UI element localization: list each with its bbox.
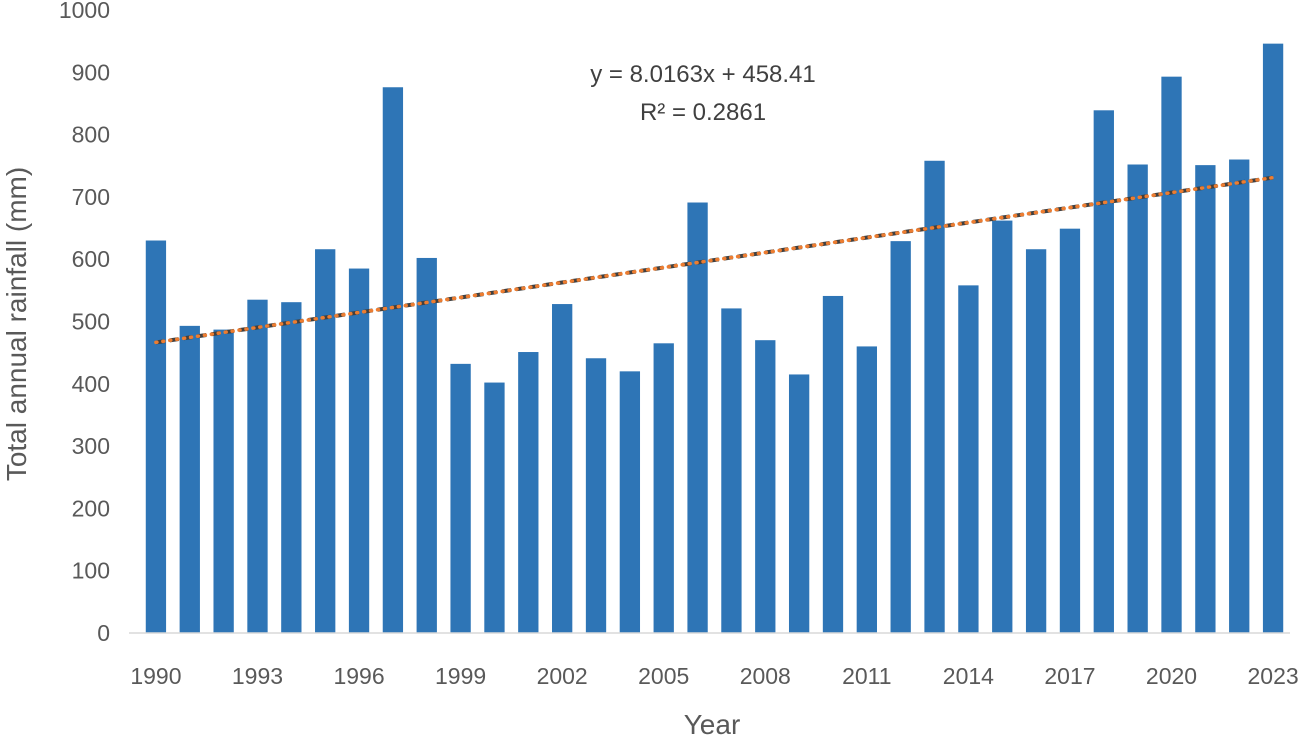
bar	[1059, 228, 1081, 633]
y-tick-label: 0	[97, 620, 110, 646]
bar	[1262, 43, 1284, 634]
bar	[1161, 76, 1182, 633]
bar	[687, 202, 708, 633]
x-tick-label: 2008	[740, 663, 791, 689]
bar	[721, 308, 742, 633]
bar	[653, 343, 674, 633]
x-tick-label: 1993	[232, 663, 283, 689]
bar	[585, 358, 607, 633]
bar	[281, 302, 302, 633]
bar	[1195, 165, 1216, 633]
x-tick-label: 2020	[1146, 663, 1197, 689]
bar	[1127, 164, 1148, 633]
bar	[247, 299, 268, 633]
bar	[382, 87, 404, 633]
y-axis-ticks: 0 100 200 300 400 500 600 700 800 900 1000	[59, 0, 110, 646]
bar	[552, 304, 573, 633]
bar	[518, 352, 539, 633]
y-axis-title: Total annual rainfall (mm)	[1, 167, 32, 481]
x-tick-label: 2011	[842, 663, 891, 689]
bar	[145, 240, 167, 633]
trendline-line	[154, 175, 1275, 345]
x-tick-label: 1996	[333, 663, 384, 689]
y-tick-label: 900	[72, 59, 110, 85]
bar	[1025, 249, 1047, 633]
bars	[145, 43, 1284, 634]
trendline	[154, 175, 1275, 345]
x-tick-label: 1990	[130, 663, 181, 689]
y-tick-label: 700	[72, 184, 110, 210]
bar	[450, 363, 471, 633]
y-tick-label: 500	[72, 309, 110, 335]
trendline-r-squared: R² = 0.2861	[640, 99, 766, 126]
y-tick-label: 200	[72, 495, 110, 521]
x-tick-label: 2017	[1044, 663, 1095, 689]
x-tick-label: 2023	[1247, 663, 1298, 689]
x-axis-ticks: 1990 1993 1996 1999 2002 2005 2008 2011 2014 2017…	[130, 663, 1298, 689]
x-tick-label: 2002	[537, 663, 588, 689]
bar	[822, 295, 844, 633]
bar	[348, 268, 370, 633]
bar	[179, 325, 200, 633]
bar	[213, 329, 234, 633]
bar	[958, 285, 979, 633]
bar	[856, 346, 877, 633]
bar	[890, 241, 911, 633]
x-axis-title: Year	[684, 709, 741, 738]
bar	[315, 249, 336, 633]
bar	[416, 257, 437, 633]
x-tick-label: 1999	[435, 663, 486, 689]
y-tick-label: 100	[72, 558, 110, 584]
bar	[484, 382, 505, 633]
y-tick-label: 300	[72, 433, 110, 459]
bar	[1093, 110, 1114, 634]
bar	[924, 160, 945, 634]
bar	[992, 220, 1013, 633]
y-tick-label: 800	[72, 122, 110, 148]
y-tick-label: 400	[72, 371, 110, 397]
bar	[755, 340, 776, 633]
trendline-equation: y = 8.0163x + 458.41	[590, 61, 816, 88]
bar	[619, 371, 641, 633]
x-tick-label: 2014	[943, 663, 994, 689]
bar	[1229, 159, 1250, 633]
y-tick-label: 600	[72, 246, 110, 272]
x-tick-label: 2005	[638, 663, 689, 689]
bar	[788, 374, 810, 633]
y-tick-label: 1000	[59, 0, 110, 23]
